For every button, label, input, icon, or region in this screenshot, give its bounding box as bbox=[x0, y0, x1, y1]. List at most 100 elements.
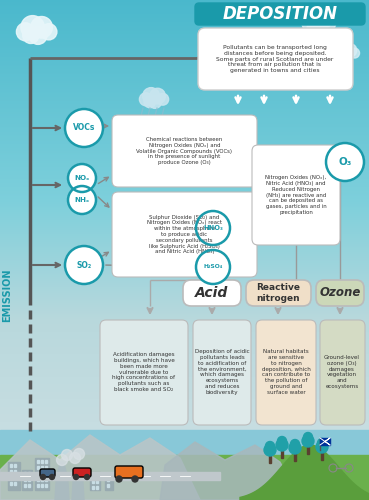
Bar bbox=[0, 50, 369, 51]
Bar bbox=[0, 107, 369, 108]
Bar bbox=[0, 131, 369, 132]
Bar bbox=[0, 137, 369, 138]
Bar bbox=[0, 115, 369, 116]
Bar bbox=[0, 174, 369, 175]
Bar bbox=[0, 272, 369, 273]
Bar bbox=[0, 153, 369, 154]
Text: Chemical reactions between
Nitrogen Oxides (NOₓ) and
Volatile Organic Compounds : Chemical reactions between Nitrogen Oxid… bbox=[137, 137, 232, 165]
Bar bbox=[0, 455, 369, 456]
Text: NOₓ: NOₓ bbox=[75, 175, 90, 181]
Bar bbox=[0, 419, 369, 420]
Bar bbox=[0, 436, 369, 437]
Bar bbox=[0, 27, 369, 28]
Circle shape bbox=[289, 442, 301, 454]
Bar bbox=[0, 425, 369, 426]
Circle shape bbox=[41, 24, 57, 40]
Bar bbox=[14, 476, 16, 479]
Bar bbox=[0, 431, 369, 432]
Bar bbox=[0, 256, 369, 257]
Polygon shape bbox=[321, 452, 323, 460]
Bar bbox=[0, 477, 369, 478]
Bar bbox=[0, 467, 369, 468]
Bar bbox=[0, 368, 369, 369]
FancyBboxPatch shape bbox=[73, 468, 91, 477]
Bar bbox=[0, 34, 369, 35]
Bar bbox=[0, 430, 369, 431]
Bar bbox=[0, 238, 369, 239]
Bar bbox=[0, 265, 369, 266]
Circle shape bbox=[266, 442, 275, 450]
Bar bbox=[0, 331, 369, 332]
Bar bbox=[0, 176, 369, 177]
Bar bbox=[0, 104, 369, 105]
Bar bbox=[0, 286, 369, 287]
Bar bbox=[0, 418, 369, 419]
Bar bbox=[0, 51, 369, 52]
Circle shape bbox=[302, 16, 317, 31]
Bar bbox=[28, 472, 30, 475]
Bar bbox=[0, 46, 369, 47]
Bar bbox=[8, 462, 20, 490]
Bar bbox=[0, 341, 369, 342]
Bar bbox=[0, 461, 369, 462]
Bar bbox=[10, 464, 12, 467]
FancyBboxPatch shape bbox=[195, 3, 365, 25]
Bar bbox=[0, 157, 369, 158]
Bar bbox=[96, 486, 98, 489]
Bar bbox=[0, 268, 369, 269]
Bar bbox=[0, 18, 369, 19]
Bar bbox=[0, 92, 369, 93]
Circle shape bbox=[316, 441, 328, 453]
Bar bbox=[0, 288, 369, 289]
Bar bbox=[0, 260, 369, 261]
Bar bbox=[0, 49, 369, 50]
Bar bbox=[37, 484, 39, 487]
Bar bbox=[0, 244, 369, 245]
Bar bbox=[0, 99, 369, 100]
Bar bbox=[0, 388, 369, 389]
Bar bbox=[0, 187, 369, 188]
Circle shape bbox=[335, 48, 346, 58]
Bar bbox=[0, 129, 369, 130]
Bar bbox=[0, 481, 369, 482]
Bar bbox=[0, 58, 369, 59]
Bar bbox=[0, 495, 369, 496]
Bar bbox=[0, 434, 369, 435]
Bar bbox=[0, 158, 369, 159]
Bar bbox=[0, 74, 369, 75]
Bar bbox=[0, 429, 369, 430]
Bar bbox=[0, 267, 369, 268]
Text: Acidification damages
buildings, which have
been made more
vulnerable due to
hig: Acidification damages buildings, which h… bbox=[113, 352, 176, 392]
Bar bbox=[0, 380, 369, 381]
Bar bbox=[0, 54, 369, 55]
Bar bbox=[0, 228, 369, 229]
Bar bbox=[0, 224, 369, 225]
Bar bbox=[0, 168, 369, 169]
Polygon shape bbox=[281, 450, 283, 458]
Text: SO₂: SO₂ bbox=[76, 260, 92, 270]
Bar bbox=[0, 453, 369, 454]
Bar bbox=[0, 77, 369, 78]
Bar bbox=[0, 403, 369, 404]
Text: VOCs: VOCs bbox=[73, 124, 95, 132]
Bar bbox=[0, 444, 369, 445]
Bar bbox=[0, 35, 369, 36]
Bar bbox=[0, 348, 369, 349]
Bar bbox=[0, 148, 369, 149]
Bar bbox=[0, 134, 369, 135]
Bar bbox=[0, 350, 369, 351]
Bar bbox=[0, 494, 369, 495]
Bar bbox=[0, 266, 369, 267]
Bar bbox=[0, 86, 369, 87]
Bar bbox=[0, 253, 369, 254]
Bar bbox=[0, 215, 369, 216]
Bar bbox=[0, 338, 369, 339]
Bar bbox=[0, 364, 369, 365]
Bar bbox=[0, 472, 220, 480]
Bar bbox=[14, 482, 16, 485]
Circle shape bbox=[143, 88, 159, 104]
Bar bbox=[0, 407, 369, 408]
Bar bbox=[0, 135, 369, 136]
Bar bbox=[0, 120, 369, 121]
Bar bbox=[0, 426, 369, 427]
